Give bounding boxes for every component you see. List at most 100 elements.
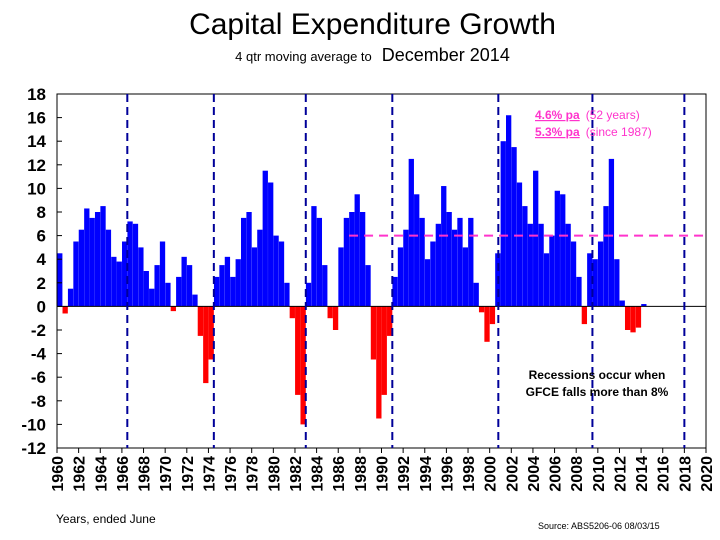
bar bbox=[635, 306, 642, 328]
x-tick-label: 1976 bbox=[223, 456, 240, 492]
bar bbox=[630, 306, 636, 333]
bar bbox=[554, 190, 560, 307]
bar bbox=[208, 306, 214, 360]
bar bbox=[446, 212, 452, 307]
bar bbox=[127, 221, 133, 307]
recession-annotation: GFCE falls more than 8% bbox=[526, 385, 669, 399]
bar bbox=[181, 256, 187, 307]
bar bbox=[414, 194, 420, 307]
bar bbox=[381, 306, 387, 395]
bar bbox=[235, 259, 241, 307]
bar bbox=[278, 241, 285, 307]
bar bbox=[94, 212, 101, 307]
bar bbox=[441, 186, 447, 307]
x-tick-label: 1988 bbox=[353, 456, 370, 492]
bar bbox=[78, 229, 85, 307]
x-tick-label: 2016 bbox=[656, 456, 673, 492]
bar bbox=[273, 235, 279, 307]
subtitle-prefix: 4 qtr moving average to bbox=[235, 49, 372, 64]
x-tick-label: 1972 bbox=[180, 456, 197, 492]
x-tick-label: 2008 bbox=[569, 456, 586, 492]
bar bbox=[154, 265, 160, 307]
x-tick-label: 2014 bbox=[634, 456, 651, 492]
bar bbox=[257, 229, 263, 307]
bar bbox=[522, 206, 528, 307]
bar bbox=[219, 265, 225, 307]
x-tick-label: 2018 bbox=[677, 456, 694, 492]
bar bbox=[300, 306, 306, 425]
bar bbox=[338, 247, 344, 307]
bar bbox=[624, 306, 631, 330]
x-tick-label: 1982 bbox=[288, 456, 305, 492]
x-tick-label: 1990 bbox=[375, 456, 392, 492]
x-tick-label: 1970 bbox=[158, 456, 175, 492]
bar bbox=[100, 206, 106, 307]
bar bbox=[316, 217, 323, 307]
bar bbox=[489, 306, 496, 325]
bar bbox=[186, 265, 193, 307]
x-tick-label: 2002 bbox=[504, 456, 521, 492]
bar bbox=[203, 306, 209, 384]
bar bbox=[251, 247, 258, 307]
bar bbox=[246, 212, 252, 307]
bar bbox=[176, 276, 182, 307]
bar bbox=[500, 141, 506, 307]
x-tick-label: 2000 bbox=[483, 456, 500, 492]
y-tick-label: 8 bbox=[37, 203, 46, 222]
y-tick-label: 2 bbox=[37, 274, 46, 293]
bar bbox=[138, 247, 144, 307]
chart-subtitle: 4 qtr moving average to December 2014 bbox=[0, 45, 720, 66]
bar bbox=[430, 241, 436, 307]
y-tick-label: -10 bbox=[21, 415, 46, 434]
bar bbox=[62, 306, 68, 314]
y-tick-label: 16 bbox=[27, 109, 46, 128]
x-tick-label: 1992 bbox=[396, 456, 413, 492]
bar bbox=[170, 306, 176, 312]
x-tick-label: 1960 bbox=[50, 456, 67, 492]
x-tick-label: 2012 bbox=[612, 456, 629, 492]
bar bbox=[111, 256, 117, 307]
y-tick-label: -2 bbox=[31, 321, 46, 340]
bar bbox=[295, 306, 301, 395]
bar bbox=[116, 261, 122, 307]
bar bbox=[365, 265, 371, 307]
bar bbox=[89, 217, 95, 307]
y-tick-label: 10 bbox=[27, 179, 46, 198]
subtitle-date: December 2014 bbox=[381, 45, 510, 65]
y-tick-label: -8 bbox=[31, 392, 46, 411]
bar bbox=[565, 223, 571, 307]
y-tick-label: 12 bbox=[27, 156, 46, 175]
bar bbox=[538, 223, 544, 307]
bar bbox=[192, 294, 198, 307]
bar bbox=[457, 217, 463, 307]
bar bbox=[451, 229, 458, 307]
bar bbox=[284, 282, 290, 307]
bar bbox=[67, 288, 74, 307]
x-tick-label: 1964 bbox=[93, 456, 110, 492]
bar bbox=[354, 194, 360, 307]
bar bbox=[322, 265, 328, 307]
bar bbox=[608, 158, 615, 307]
bar bbox=[240, 217, 247, 307]
bar bbox=[73, 241, 79, 307]
bar bbox=[332, 306, 339, 330]
x-tick-label: 1978 bbox=[245, 456, 262, 492]
bar bbox=[581, 306, 588, 325]
bar bbox=[468, 217, 474, 307]
x-tick-label: 1994 bbox=[418, 456, 435, 492]
x-tick-label: 1980 bbox=[266, 456, 283, 492]
x-tick-label: 1996 bbox=[439, 456, 456, 492]
x-tick-label: 1986 bbox=[331, 456, 348, 492]
y-tick-label: 14 bbox=[27, 132, 46, 151]
bar bbox=[268, 182, 274, 307]
bar bbox=[349, 212, 355, 307]
bar bbox=[473, 282, 479, 307]
bar bbox=[262, 170, 268, 307]
bar bbox=[224, 256, 231, 307]
x-tick-label: 2006 bbox=[548, 456, 565, 492]
bar bbox=[592, 259, 598, 307]
bar bbox=[543, 253, 550, 307]
bar bbox=[327, 306, 333, 319]
bar bbox=[408, 158, 414, 307]
x-tick-label: 1984 bbox=[310, 456, 327, 492]
